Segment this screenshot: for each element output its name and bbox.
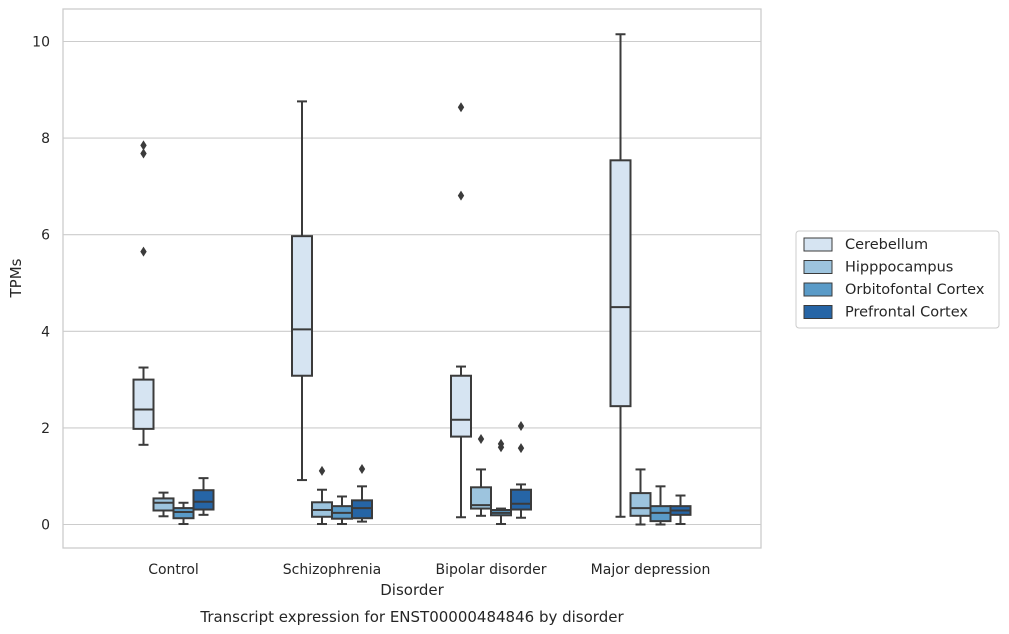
legend-swatch: [803, 282, 833, 297]
legend-swatch: [803, 305, 833, 319]
box-cerebellum: [132, 140, 155, 446]
box-body: [291, 235, 313, 377]
legend: Cerebellum Hipppocampus Orbitofontal Corte…: [795, 230, 1000, 329]
y-tick-label: 8: [41, 131, 50, 147]
x-tick-label: Schizophrenia: [283, 562, 381, 578]
box-prefrontal-cortex: [192, 477, 215, 516]
box-body: [470, 486, 492, 510]
box-prefrontal-cortex: [669, 494, 692, 526]
legend-label: Hipppocampus: [845, 260, 953, 276]
x-axis-label: Disorder: [380, 581, 444, 599]
x-tick-label: Major depression: [591, 562, 711, 578]
legend-label: Cerebellum: [845, 237, 928, 253]
chart-title: Transcript expression for ENST0000048484…: [199, 608, 624, 626]
outlier-point: [140, 148, 147, 159]
y-tick-label: 6: [41, 228, 50, 244]
outlier-point: [140, 246, 147, 257]
outlier-point: [477, 434, 485, 445]
box-body: [351, 499, 373, 520]
x-tick-label: Bipolar disorder: [435, 562, 546, 578]
y-axis-label: TPMs: [7, 258, 25, 298]
outlier-point: [140, 140, 147, 151]
box-hipppocampus: [470, 434, 492, 517]
box-orbitofontal-cortex: [331, 495, 353, 526]
y-tick-label: 4: [41, 324, 50, 340]
box-hipppocampus: [311, 465, 333, 526]
legend-label: Prefrontal Cortex: [845, 305, 968, 321]
box-body: [172, 507, 195, 520]
box-orbitofontal-cortex: [172, 501, 195, 526]
box-prefrontal-cortex: [510, 420, 532, 519]
box-cerebellum: [609, 33, 632, 518]
grid-lines: [63, 40, 761, 526]
legend-label: Orbitofontal Cortex: [845, 282, 985, 298]
box-groups: [132, 33, 692, 526]
outlier-point: [318, 465, 326, 476]
box-prefrontal-cortex: [351, 463, 373, 523]
box-body: [510, 488, 532, 511]
y-tick-label: 10: [32, 35, 50, 51]
outlier-point: [517, 443, 525, 454]
outlier-point: [358, 463, 366, 474]
x-axis-ticks: Control Schizophrenia Bipolar disorder Majo…: [148, 562, 710, 578]
box-hipppocampus: [152, 491, 175, 518]
box-body: [609, 159, 632, 408]
box-body: [450, 374, 472, 438]
y-tick-label: 0: [41, 518, 50, 534]
box-orbitofontal-cortex: [490, 438, 512, 526]
y-axis-ticks: 0 2 4 6 8 10: [32, 35, 50, 534]
box-orbitofontal-cortex: [649, 485, 672, 526]
outlier-point: [457, 102, 465, 113]
box-cerebellum: [291, 100, 313, 482]
y-tick-label: 2: [41, 421, 50, 437]
plot-frame: [62, 8, 762, 549]
box-body: [192, 489, 215, 511]
outlier-point: [517, 420, 525, 431]
box-body: [132, 378, 155, 430]
legend-swatch: [803, 237, 833, 252]
outlier-point: [497, 438, 505, 449]
box-body: [629, 492, 652, 517]
legend-frame: [795, 230, 1000, 329]
box-body: [152, 497, 175, 512]
x-tick-label: Control: [148, 562, 199, 578]
box-hipppocampus: [629, 468, 652, 526]
legend-swatch: [803, 260, 833, 274]
box-cerebellum: [450, 102, 472, 519]
outlier-point: [457, 190, 465, 201]
